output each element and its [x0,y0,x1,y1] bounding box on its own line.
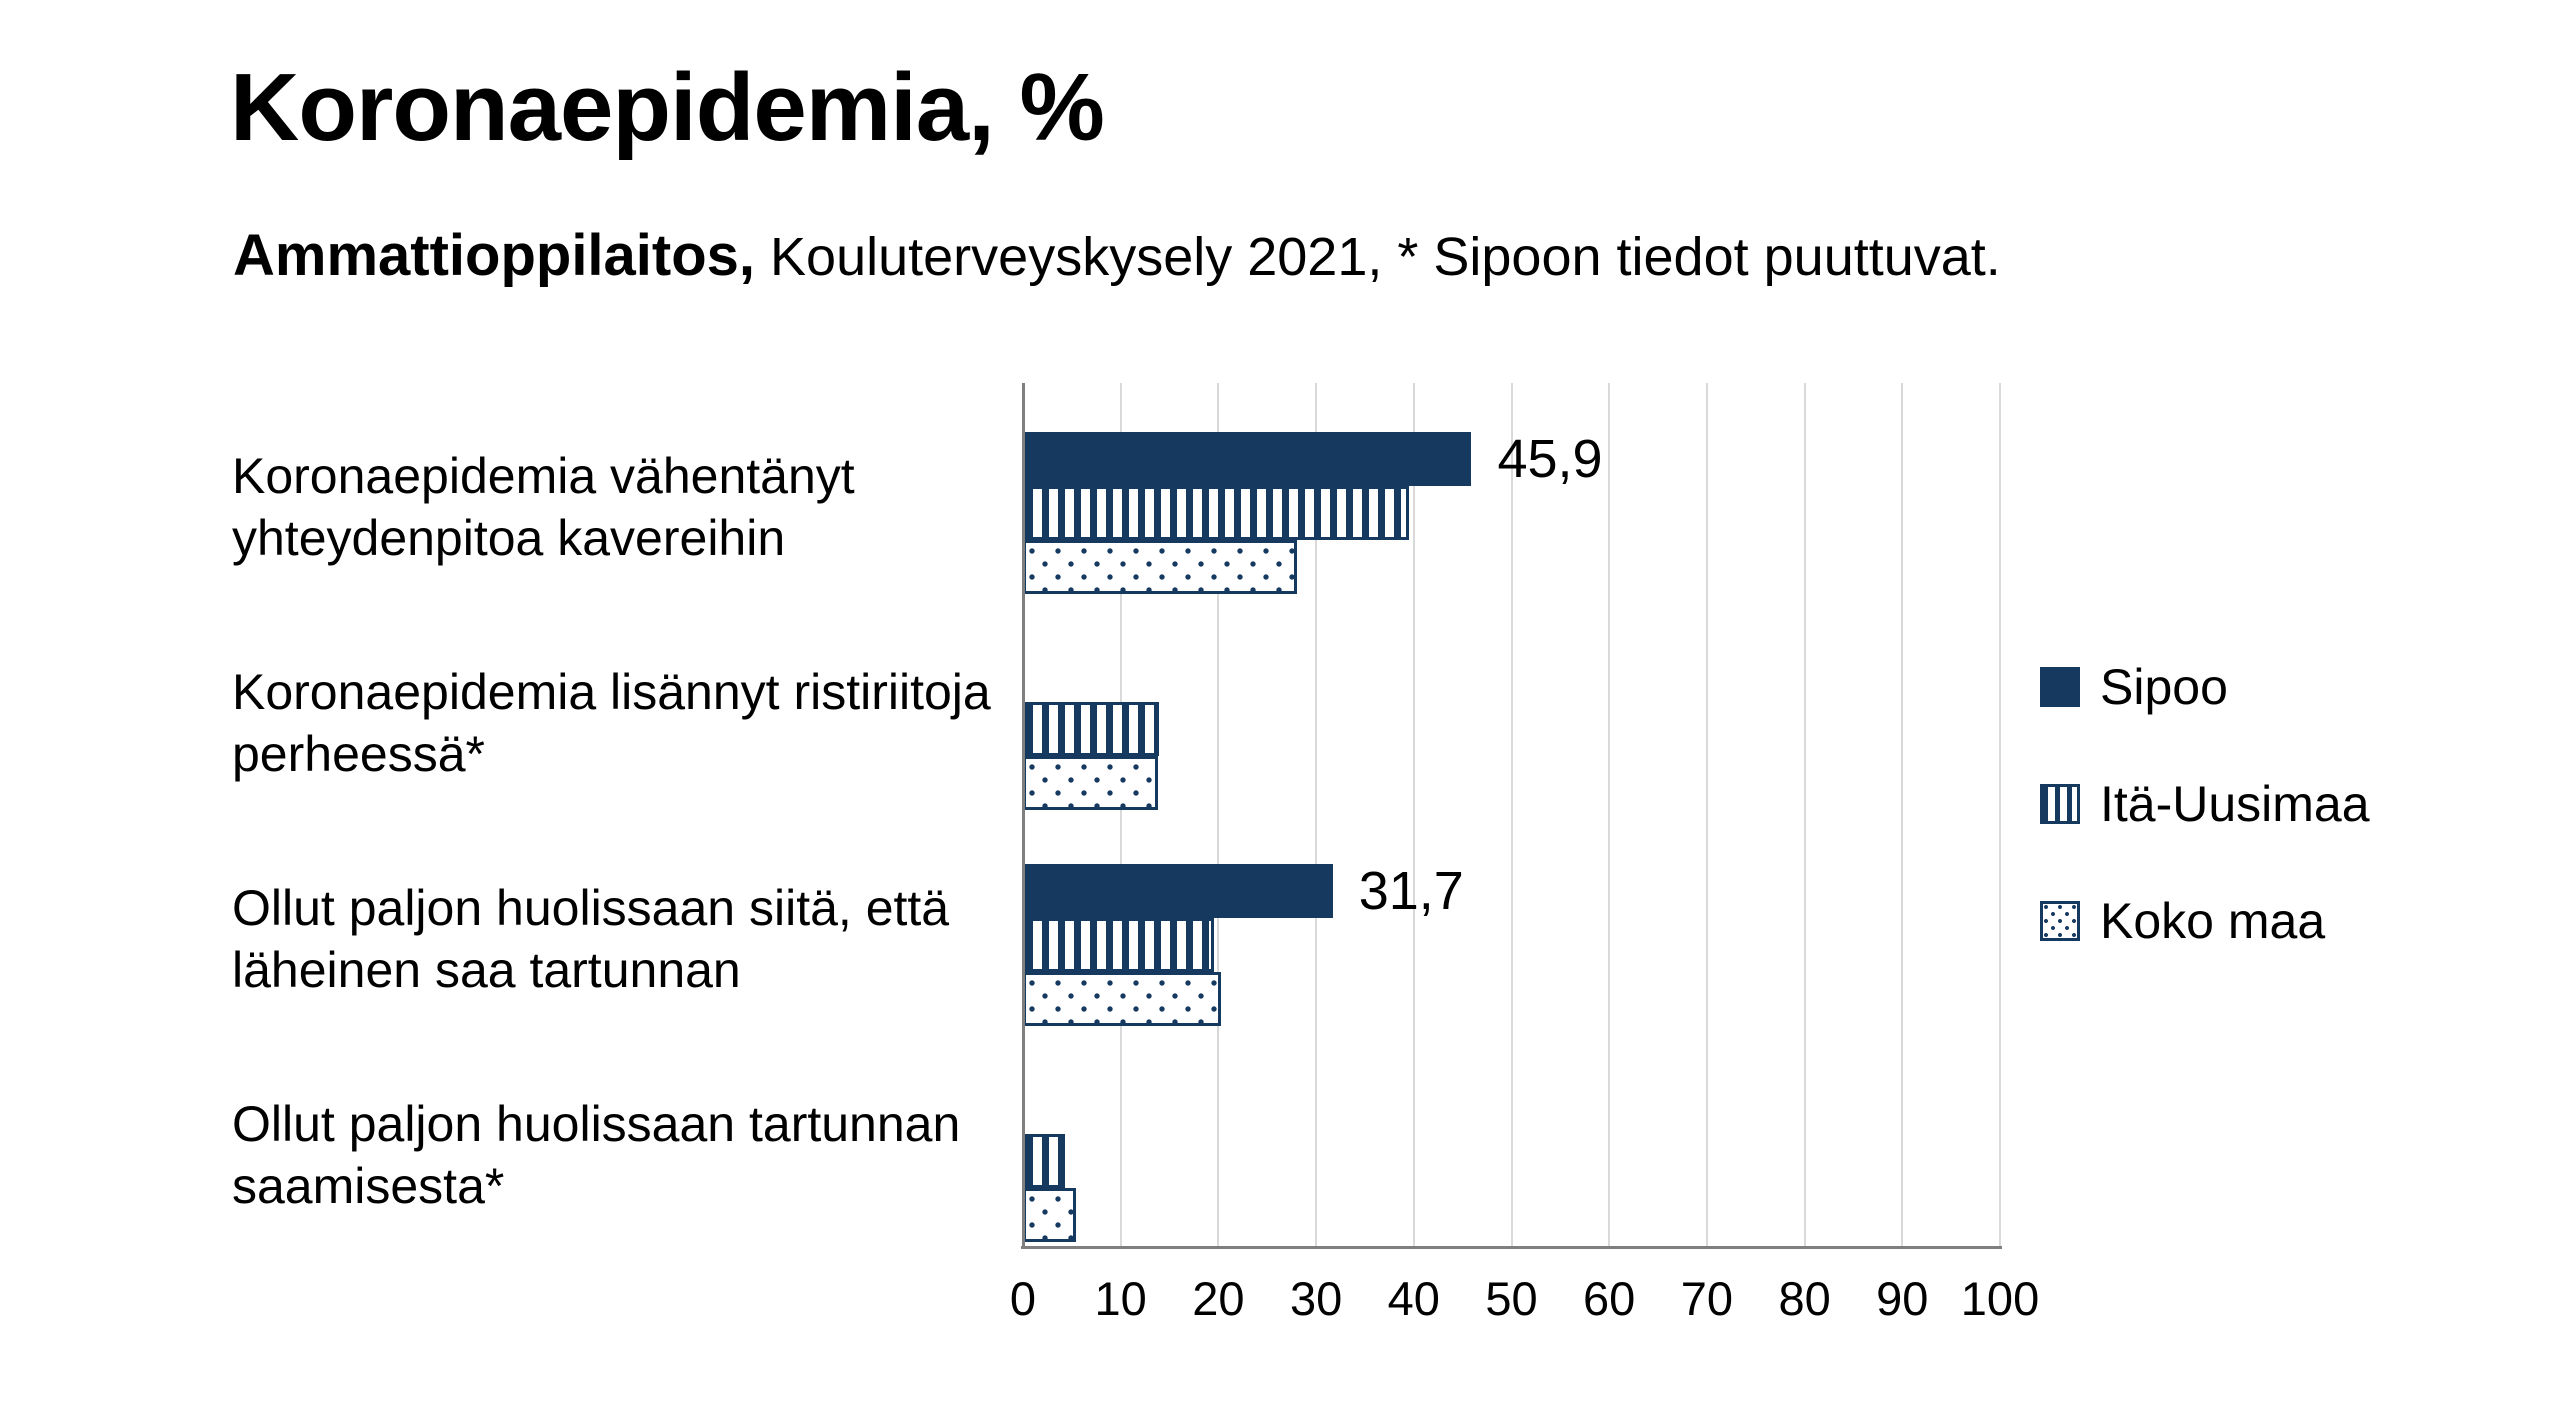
bar-slot: 45,9 [1023,429,2000,489]
x-tick-label: 10 [1094,1272,1147,1325]
bar-slot [1023,540,2000,594]
gridline [1510,383,1513,1247]
bar-slot [1023,756,2000,810]
gridline [1217,383,1220,1247]
bar-it-uusimaa [1023,486,1409,540]
legend-item-koko-maa: Koko maa [2040,862,2370,979]
legend: Sipoo Itä-Uusimaa Koko maa [2040,628,2370,979]
legend-label: Itä-Uusimaa [2100,775,2370,832]
bar-koko-maa [1023,540,1297,594]
chart-subtitle-bold: Ammattioppilaitos, [233,223,756,288]
gridline [1608,383,1611,1247]
x-tick-label: 30 [1289,1272,1343,1325]
bar-group-bars: 45,9 [1023,429,2000,594]
bar-it-uusimaa [1023,1134,1065,1188]
bar-group-bars: 31,7 [1023,861,2000,1026]
x-axis-tick-labels: 0 10 20 30 40 50 60 70 80 90 100 [1010,1271,2039,1341]
bar-value-label: 31,7 [1358,861,1464,921]
bar-it-uusimaa [1023,918,1215,972]
category-label: Koronaepidemia lisännyt ristiriitoja per… [232,664,991,782]
category-label: Koronaepidemia vähentänyt yhteydenpitoa … [232,448,855,566]
chart-subtitle: Ammattioppilaitos, Kouluterveyskysely 20… [233,218,2001,293]
bar-group: 31,7 [1023,815,2000,1031]
x-tick-label: 0 [1009,1272,1037,1325]
category-label: Ollut paljon huolissaan tartunnan saamis… [232,1096,961,1214]
gridline [1803,383,1806,1247]
bar-slot [1023,1134,2000,1188]
gridline [1119,383,1122,1247]
x-tick-label: 60 [1583,1272,1636,1325]
y-axis-line [1022,383,1025,1247]
bar-value-label: 45,9 [1497,429,1603,489]
gridline [1412,383,1415,1247]
x-tick-label: 40 [1387,1272,1440,1325]
bar-group-bars [1023,1080,2000,1242]
bar-sipoo [1023,432,1472,486]
bar-slot [1023,1080,2000,1134]
bar-group: 45,9 [1023,383,2000,599]
bar-group [1023,599,2000,815]
x-tick-label: 20 [1192,1272,1245,1325]
bar-slot [1023,486,2000,540]
bar-group [1023,1031,2000,1247]
bar-slot [1023,1188,2000,1242]
bar-koko-maa [1023,756,1158,810]
gridline [1901,383,1904,1247]
x-tick-label: 80 [1778,1272,1831,1325]
legend-item-it-uusimaa: Itä-Uusimaa [2040,745,2370,862]
bar-slot: 31,7 [1023,861,2000,921]
x-tick-label: 70 [1680,1272,1734,1325]
category-label: Ollut paljon huolissaan siitä, että lähe… [232,880,950,998]
bar-it-uusimaa [1023,702,1159,756]
plot-area: 45,9 31,7 [1021,383,2002,1249]
legend-swatch-dotted-icon [2040,900,2080,941]
bar-slot [1023,702,2000,756]
bar-sipoo [1023,864,1333,918]
x-tick-label: 50 [1485,1272,1538,1325]
chart-title: Koronaepidemia, % [230,54,1105,161]
x-tick-label: 100 [1960,1272,2040,1325]
legend-item-sipoo: Sipoo [2040,628,2370,745]
bar-slot [1023,648,2000,702]
bar-koko-maa [1023,1188,1076,1242]
x-axis-line [1021,1246,2002,1249]
legend-label: Sipoo [2100,658,2228,715]
bar-koko-maa [1023,972,1222,1026]
legend-label: Koko maa [2100,892,2326,949]
gridline [1315,383,1318,1247]
x-tick-label: 90 [1876,1272,1929,1325]
gridline [1705,383,1708,1247]
legend-swatch-striped-icon [2040,783,2080,824]
gridline [1999,383,2001,1247]
chart-subtitle-rest: Kouluterveyskysely 2021, * Sipoon tiedot… [755,227,2001,287]
bar-slot [1023,972,2000,1026]
bar-slot [1023,918,2000,972]
legend-swatch-solid-icon [2040,666,2080,707]
bar-group-bars [1023,648,2000,810]
